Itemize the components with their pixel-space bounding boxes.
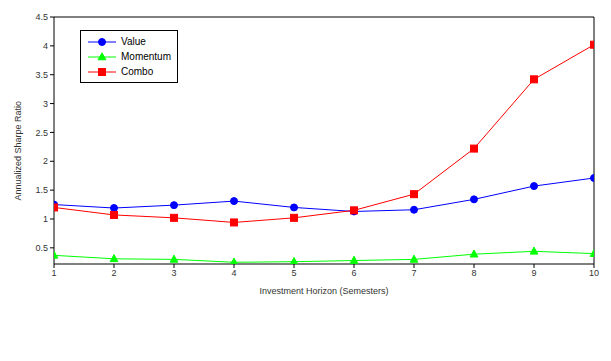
svg-text:8: 8	[471, 268, 476, 278]
svg-text:2: 2	[111, 268, 116, 278]
svg-text:2.5: 2.5	[35, 128, 48, 138]
svg-text:1.5: 1.5	[35, 185, 48, 195]
svg-text:Annualized Sharpe Ratio: Annualized Sharpe Ratio	[13, 101, 23, 201]
svg-text:6: 6	[351, 268, 356, 278]
html-text:Combo: Combo	[121, 66, 154, 77]
html-text:Value: Value	[121, 36, 146, 47]
svg-text:4: 4	[231, 268, 236, 278]
svg-text:3.5: 3.5	[35, 70, 48, 80]
svg-text:2: 2	[43, 156, 48, 166]
svg-text:10: 10	[589, 268, 599, 278]
svg-text:4.5: 4.5	[35, 12, 48, 22]
svg-text:Investment Horizon (Semesters): Investment Horizon (Semesters)	[259, 286, 388, 296]
svg-text:7: 7	[411, 268, 416, 278]
svg-text:1: 1	[51, 268, 56, 278]
svg-text:4: 4	[43, 41, 48, 51]
svg-text:3: 3	[43, 99, 48, 109]
svg-text:3: 3	[171, 268, 176, 278]
svg-text:1: 1	[43, 214, 48, 224]
svg-text:0.5: 0.5	[35, 243, 48, 253]
svg-text:9: 9	[531, 268, 536, 278]
html-text:Momentum: Momentum	[121, 51, 171, 62]
svg-text:5: 5	[291, 268, 296, 278]
